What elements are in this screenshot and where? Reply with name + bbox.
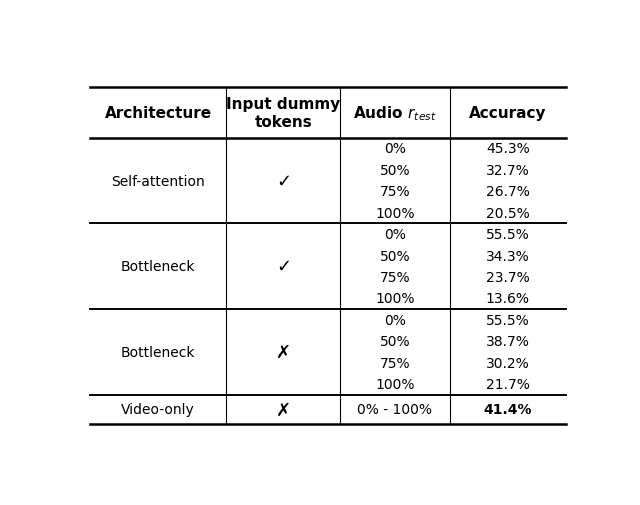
Text: 23.7%: 23.7% xyxy=(486,270,530,284)
Text: 13.6%: 13.6% xyxy=(486,292,530,306)
Text: Accuracy: Accuracy xyxy=(469,106,547,121)
Text: Input dummy
tokens: Input dummy tokens xyxy=(226,96,340,130)
Text: Video-only: Video-only xyxy=(121,402,195,417)
Text: 50%: 50% xyxy=(380,164,410,177)
Text: 20.5%: 20.5% xyxy=(486,206,530,220)
Text: 75%: 75% xyxy=(380,270,410,284)
Text: 50%: 50% xyxy=(380,334,410,348)
Text: 34.3%: 34.3% xyxy=(486,249,530,263)
Text: ✓: ✓ xyxy=(276,258,291,276)
Text: 30.2%: 30.2% xyxy=(486,356,530,370)
Text: Architecture: Architecture xyxy=(104,106,212,121)
Text: 75%: 75% xyxy=(380,356,410,370)
Text: 38.7%: 38.7% xyxy=(486,334,530,348)
Text: 100%: 100% xyxy=(375,292,415,306)
Text: 0%: 0% xyxy=(384,228,406,241)
Text: 45.3%: 45.3% xyxy=(486,142,530,156)
Text: 75%: 75% xyxy=(380,185,410,199)
Text: 0%: 0% xyxy=(384,142,406,156)
Text: 26.7%: 26.7% xyxy=(486,185,530,199)
Text: 100%: 100% xyxy=(375,206,415,220)
Text: 21.7%: 21.7% xyxy=(486,377,530,391)
Text: 50%: 50% xyxy=(380,249,410,263)
Text: 0% - 100%: 0% - 100% xyxy=(358,402,433,417)
Text: ✗: ✗ xyxy=(276,400,291,419)
Text: 32.7%: 32.7% xyxy=(486,164,530,177)
Text: 0%: 0% xyxy=(384,313,406,327)
Text: 100%: 100% xyxy=(375,377,415,391)
Text: Audio $r_{test}$: Audio $r_{test}$ xyxy=(353,104,436,122)
Text: Bottleneck: Bottleneck xyxy=(121,260,195,274)
Text: 55.5%: 55.5% xyxy=(486,228,530,241)
Text: 55.5%: 55.5% xyxy=(486,313,530,327)
Text: ✗: ✗ xyxy=(276,343,291,361)
Text: Bottleneck: Bottleneck xyxy=(121,345,195,359)
Text: ✓: ✓ xyxy=(276,172,291,190)
Text: 41.4%: 41.4% xyxy=(484,402,532,417)
Text: Self-attention: Self-attention xyxy=(111,174,205,188)
